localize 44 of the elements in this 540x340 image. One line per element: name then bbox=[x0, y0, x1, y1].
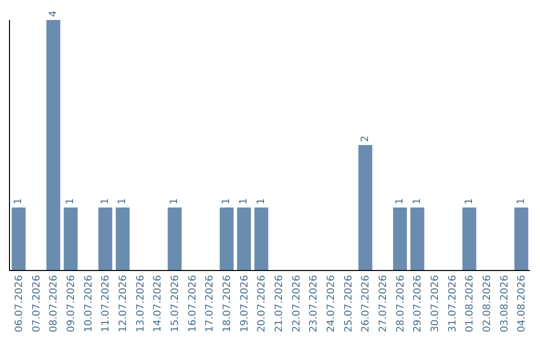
x-tick-label: 08.07.2026 bbox=[48, 275, 60, 332]
x-tick-label: 23.07.2026 bbox=[308, 275, 320, 332]
x-tick-label: 13.07.2026 bbox=[135, 275, 146, 332]
x-tick-label: 31.07.2026 bbox=[447, 275, 458, 332]
data-label: 2 bbox=[360, 136, 371, 142]
x-tick-label: 24.07.2026 bbox=[326, 275, 337, 332]
x-tick-label: 21.07.2026 bbox=[274, 275, 285, 332]
data-label: 1 bbox=[13, 198, 24, 204]
data-label: 1 bbox=[117, 198, 128, 204]
data-label: 1 bbox=[169, 198, 180, 204]
x-tick-label: 19.07.2026 bbox=[239, 275, 250, 332]
x-tick-label: 25.07.2026 bbox=[343, 275, 354, 332]
x-tick-label: 10.07.2026 bbox=[83, 275, 94, 332]
x-tick-label: 02.08.2026 bbox=[482, 275, 493, 332]
x-tick-label: 07.07.2026 bbox=[31, 275, 42, 332]
x-tick-label: 30.07.2026 bbox=[430, 275, 441, 332]
x-tick-label: 12.07.2026 bbox=[118, 275, 129, 332]
data-label: 1 bbox=[65, 198, 76, 204]
x-tick-label: 15.07.2026 bbox=[170, 275, 181, 332]
x-tick-label: 17.07.2026 bbox=[204, 275, 216, 332]
x-tick-label: 26.07.2026 bbox=[360, 275, 372, 332]
data-label: 1 bbox=[100, 198, 111, 204]
x-tick-label: 18.07.2026 bbox=[222, 275, 233, 332]
data-label: 1 bbox=[238, 198, 250, 204]
data-label: 1 bbox=[516, 198, 527, 204]
data-label: 1 bbox=[221, 198, 232, 204]
data-label: 1 bbox=[464, 198, 475, 204]
data-label: 4 bbox=[48, 10, 59, 17]
x-tick-label: 04.08.2026 bbox=[516, 275, 528, 332]
data-label: 1 bbox=[256, 198, 267, 204]
x-tick-label: 06.07.2026 bbox=[14, 275, 25, 332]
x-tick-label: 22.07.2026 bbox=[291, 275, 302, 332]
x-tick-label: 09.07.2026 bbox=[66, 275, 77, 332]
x-tick-label: 20.07.2026 bbox=[256, 275, 268, 332]
x-tick-label: 16.07.2026 bbox=[187, 275, 198, 332]
data-label: 1 bbox=[394, 198, 406, 204]
x-tick-label: 27.07.2026 bbox=[378, 275, 389, 332]
data-label: 1 bbox=[412, 198, 423, 204]
x-tick-label: 01.08.2026 bbox=[464, 275, 476, 332]
x-tick-label: 14.07.2026 bbox=[152, 275, 164, 332]
x-tick-label: 11.07.2026 bbox=[100, 275, 112, 332]
x-tick-label: 03.08.2026 bbox=[499, 275, 510, 332]
x-tick-label: 28.07.2026 bbox=[395, 275, 406, 332]
x-tick-label: 29.07.2026 bbox=[412, 275, 424, 332]
